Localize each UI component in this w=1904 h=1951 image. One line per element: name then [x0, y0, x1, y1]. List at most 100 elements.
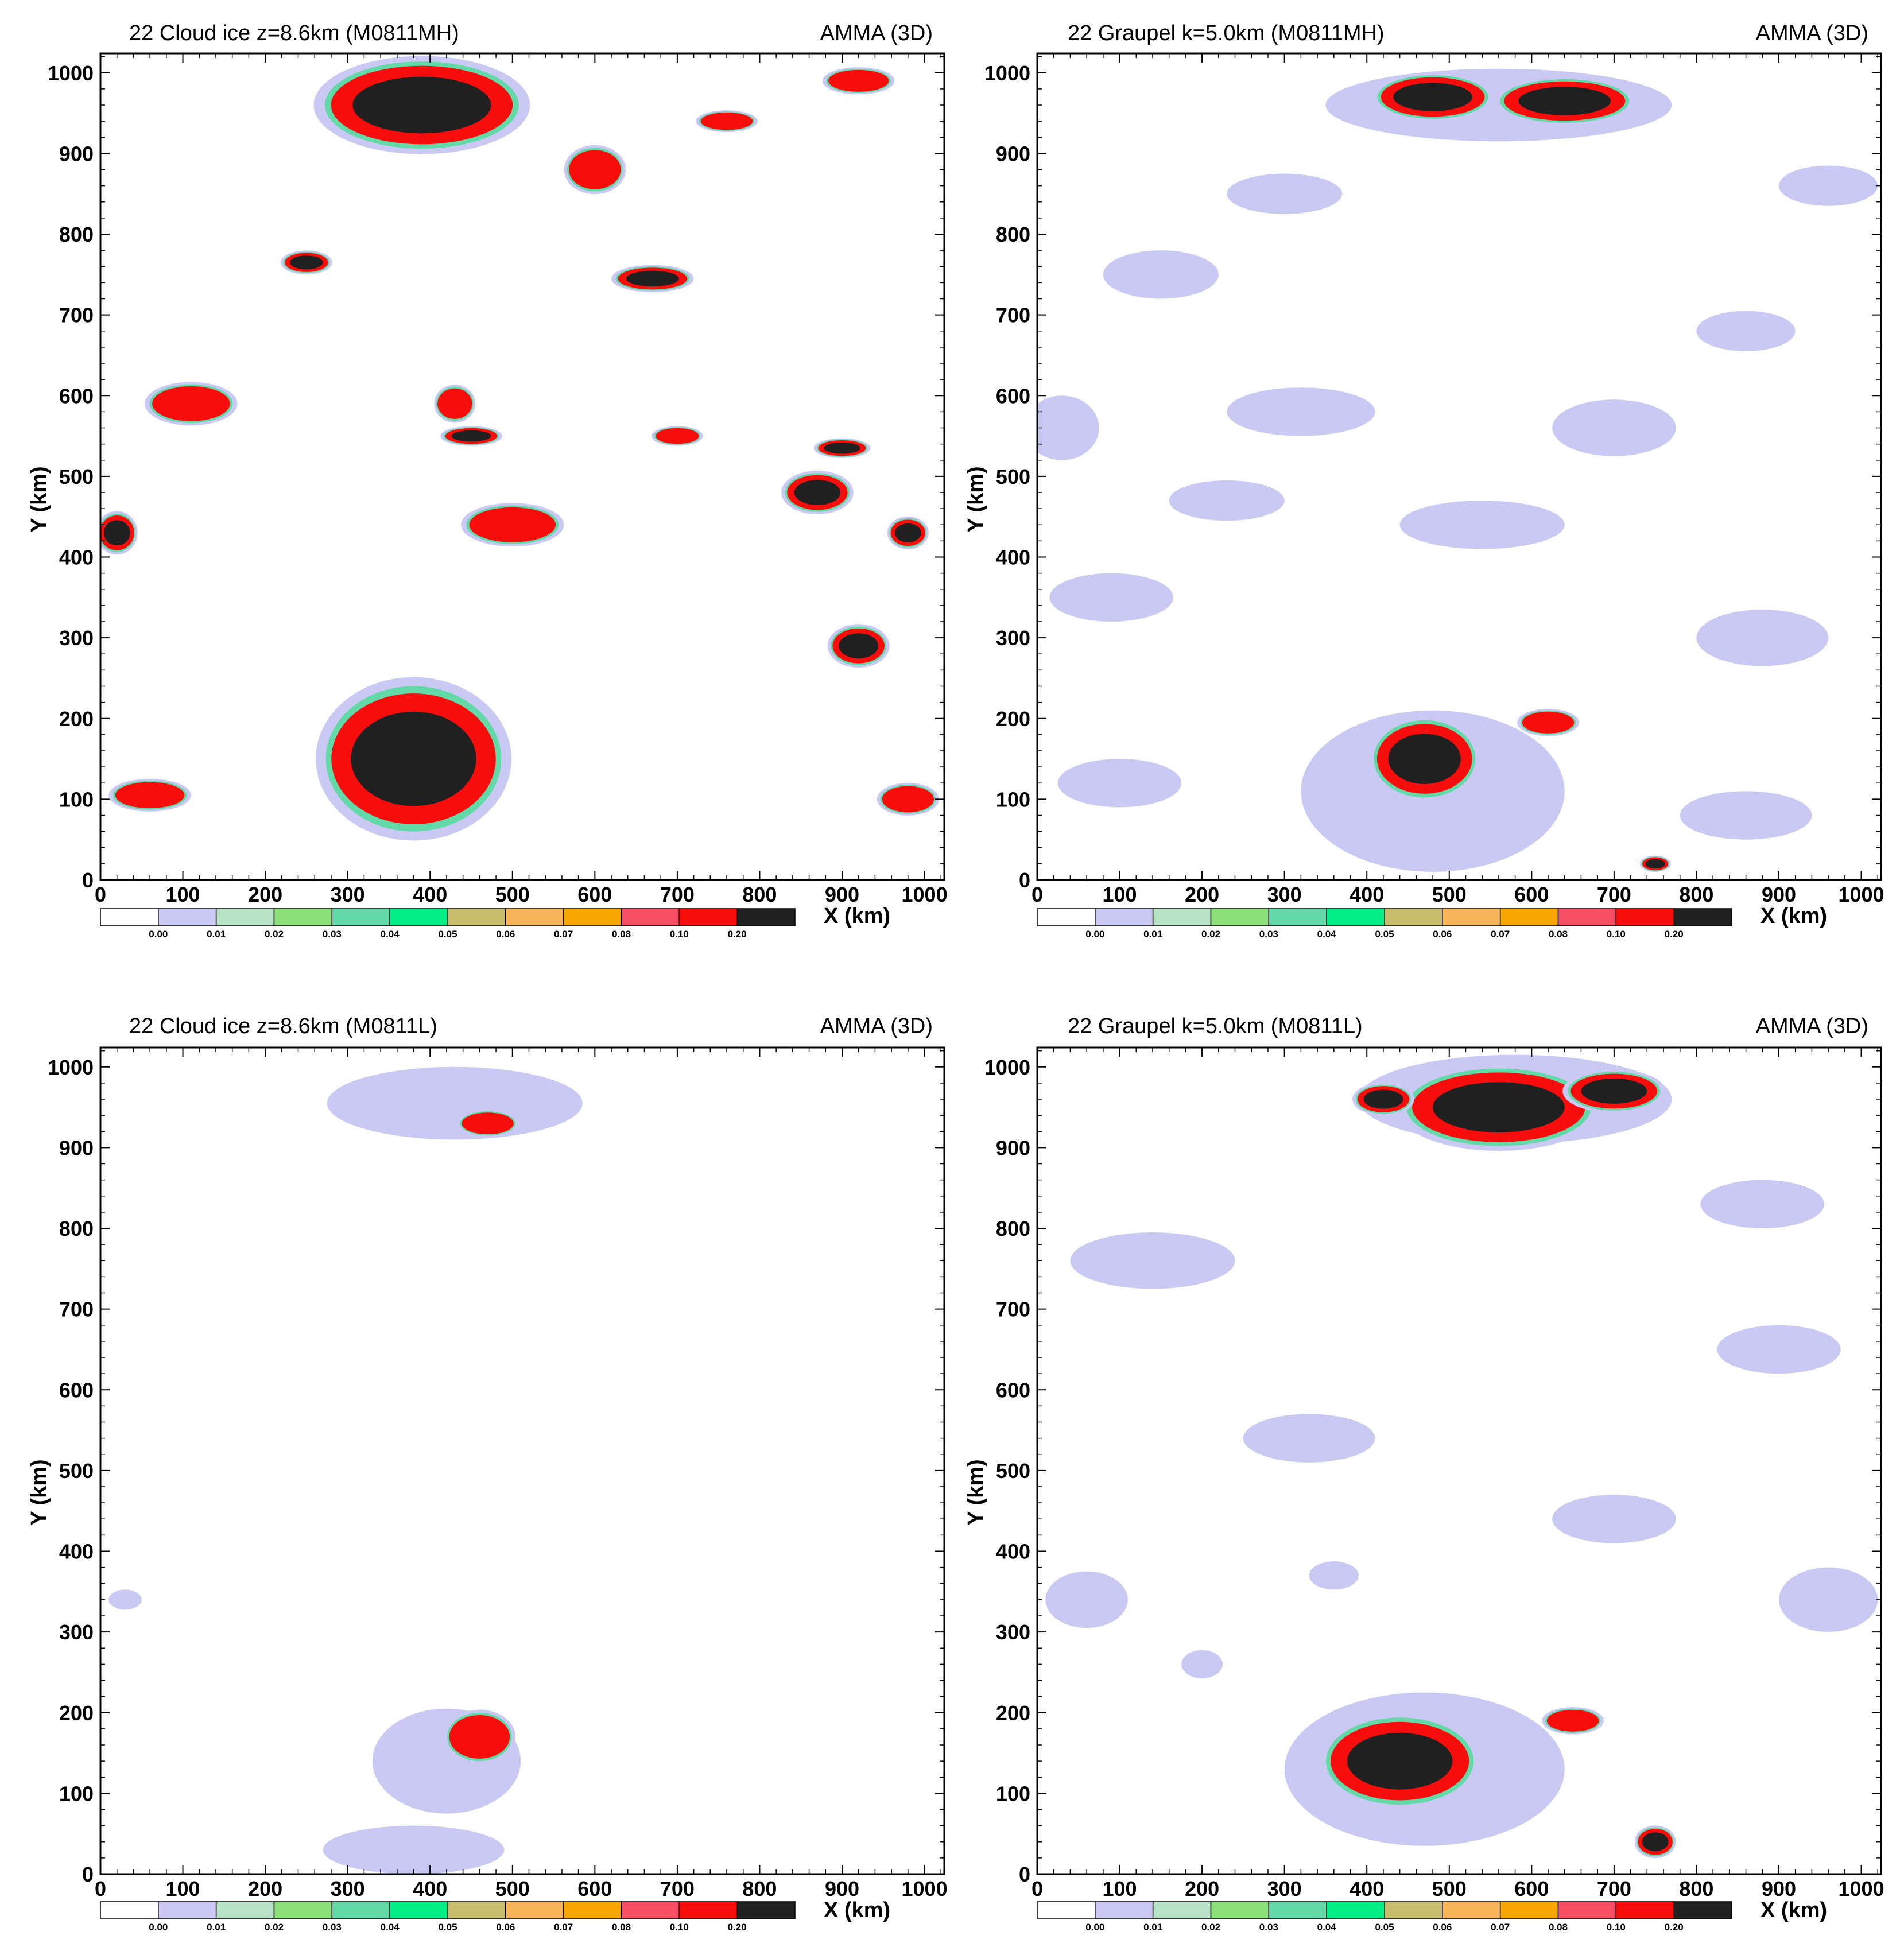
y-tick-label: 400 [996, 1540, 1030, 1564]
x-tick-label: 100 [1103, 883, 1137, 906]
y-tick-label: 500 [59, 465, 94, 488]
colorbar-swatch [1152, 1901, 1212, 1919]
x-tick-label: 400 [413, 883, 447, 906]
colorbar-swatch [1037, 908, 1096, 926]
x-tick-label: 800 [1679, 1877, 1713, 1900]
panel-cloud-ice-l: 22 Cloud ice z=8.6km (M0811L) AMMA (3D) … [27, 1014, 948, 1933]
colorbar-label: 0.08 [1549, 1922, 1568, 1933]
field-blob-9 [1552, 399, 1676, 456]
y-tick-label: 500 [59, 1459, 94, 1483]
colorbar-label: 0.04 [381, 929, 400, 940]
field-blob-3 [456, 1721, 503, 1753]
y-tick-label: 300 [59, 626, 94, 650]
field-blob-13 [1778, 1567, 1878, 1632]
field-blob-2 [290, 255, 323, 270]
field-blob-1 [1393, 83, 1472, 111]
x-tick-label: 200 [1185, 1877, 1219, 1900]
x-tick-label: 900 [825, 1877, 859, 1900]
colorbar-swatch [215, 908, 275, 926]
field-blob-14 [1680, 791, 1812, 840]
colorbar-label: 0.05 [438, 929, 457, 940]
panel-title: 22 Graupel k=5.0km (M0811MH) [1068, 21, 1385, 45]
colorbar-swatch [389, 1901, 448, 1919]
colorbar-swatch [1442, 908, 1501, 926]
field-blob-19 [1645, 859, 1665, 869]
y-tick-label: 200 [59, 1701, 94, 1725]
y-tick-label: 1000 [48, 61, 94, 85]
colorbar-swatch [158, 1901, 217, 1919]
plot-frame [1036, 52, 1882, 881]
colorbar-label: 0.10 [670, 1922, 689, 1933]
colorbar-label: 0.00 [149, 1922, 168, 1933]
field-blob-15 [824, 442, 860, 454]
y-tick-label: 1000 [984, 1056, 1030, 1079]
y-tick-label: 100 [996, 788, 1030, 811]
colorbar-swatch [1326, 1901, 1385, 1919]
field-blob-0 [352, 76, 491, 134]
x-tick-label: 900 [1762, 883, 1796, 906]
x-tick-label: 600 [577, 883, 612, 906]
panel-title: 22 Cloud ice z=8.6km (M0811MH) [129, 21, 459, 45]
colorbar-swatch [505, 908, 564, 926]
x-tick-label: 300 [331, 883, 365, 906]
y-tick-label: 600 [996, 1378, 1030, 1402]
x-tick-label: 400 [1350, 1877, 1384, 1900]
field-blob-11 [839, 633, 879, 659]
colorbar-label: 0.03 [323, 929, 342, 940]
colorbar-swatch [1673, 908, 1732, 926]
field-layer [1037, 68, 1878, 872]
field-blob-12 [1552, 1495, 1676, 1543]
y-tick-label: 900 [59, 1136, 94, 1159]
x-tick-label: 800 [742, 1877, 777, 1900]
colorbar-swatch [1384, 908, 1443, 926]
colorbar-swatch [736, 908, 796, 926]
x-tick-label: 200 [1185, 883, 1219, 906]
colorbar-swatch [100, 908, 159, 926]
panel-title: 22 Graupel k=5.0km (M0811L) [1068, 1014, 1363, 1038]
field-blob-18 [1037, 395, 1099, 460]
colorbar-label: 0.10 [1607, 929, 1626, 940]
field-blob-11 [1243, 1414, 1375, 1463]
colorbar-swatch [1095, 1901, 1154, 1919]
field-blob-6 [1103, 250, 1219, 299]
colorbar-label: 0.05 [1375, 929, 1394, 940]
colorbar-swatch [1326, 908, 1385, 926]
field-blob-1 [1433, 1082, 1565, 1132]
colorbar-swatch [1152, 908, 1212, 926]
colorbar-swatch [331, 1901, 390, 1919]
y-tick-label: 600 [996, 384, 1030, 408]
field-blob-17 [441, 393, 468, 415]
colorbar-label: 0.03 [1259, 929, 1278, 940]
y-tick-label: 200 [59, 707, 94, 731]
colorbar-label: 0.07 [554, 1922, 573, 1933]
x-tick-label: 900 [1762, 1877, 1796, 1900]
colorbar-label: 0.00 [1085, 929, 1104, 940]
field-blob-16 [1700, 1180, 1824, 1228]
y-axis-label: Y (km) [27, 466, 51, 532]
x-tick-label: 400 [1350, 883, 1384, 906]
x-tick-label: 0 [95, 1877, 106, 1900]
y-tick-label: 500 [996, 1459, 1030, 1483]
colorbar-swatch [1037, 1901, 1096, 1919]
y-tick-label: 0 [82, 868, 94, 892]
x-tick-label: 500 [1432, 883, 1467, 906]
colorbar-label: 0.06 [1433, 929, 1452, 940]
y-tick-label: 0 [82, 1863, 94, 1886]
x-axis-label: X (km) [1760, 904, 1827, 928]
y-tick-label: 700 [996, 304, 1030, 327]
x-tick-label: 600 [1514, 1877, 1549, 1900]
colorbar-swatch [1442, 1901, 1501, 1919]
x-tick-label: 900 [825, 883, 859, 906]
x-tick-label: 100 [166, 883, 200, 906]
field-blob-9 [894, 523, 921, 542]
field-blob-4 [1388, 734, 1461, 784]
colorbar-swatch [1499, 908, 1559, 926]
x-tick-label: 700 [1597, 1877, 1631, 1900]
colorbar-label: 0.07 [1491, 929, 1510, 940]
field-blob-10 [1049, 573, 1173, 622]
y-tick-label: 900 [59, 142, 94, 165]
colorbar-label: 0.01 [1143, 929, 1162, 940]
y-tick-label: 900 [996, 1136, 1030, 1159]
field-blob-1 [351, 711, 476, 806]
panel-right-title: AMMA (3D) [820, 21, 933, 45]
